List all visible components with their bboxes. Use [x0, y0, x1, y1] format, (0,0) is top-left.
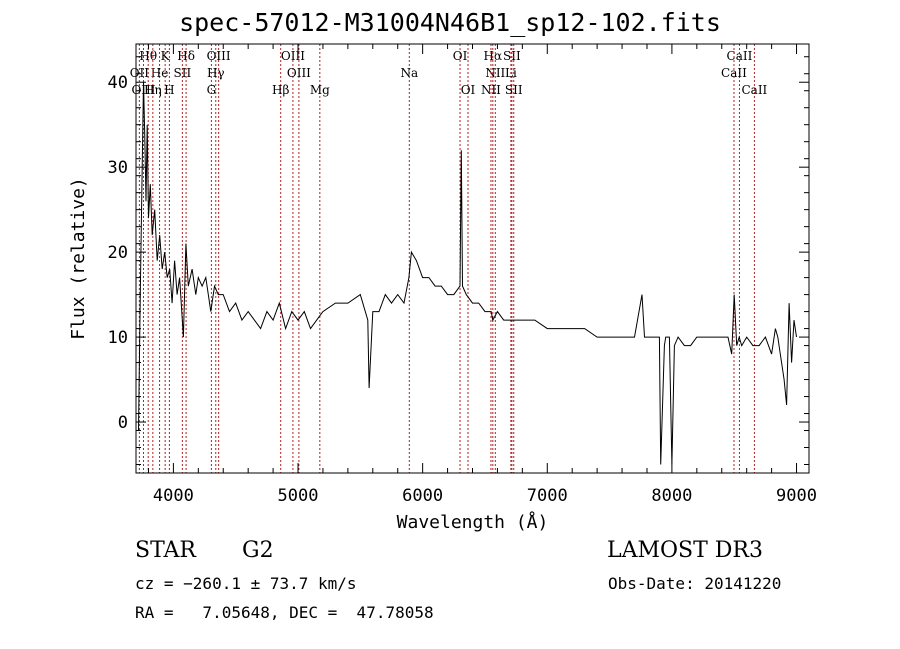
x-tick-label: 8000 [651, 486, 692, 506]
line-label: OI [461, 83, 476, 97]
line-label: Li [505, 66, 517, 80]
survey-label: LAMOST DR3 [607, 538, 763, 563]
line-label: Hγ [207, 66, 225, 80]
line-label: OII [130, 66, 150, 80]
plot-frame [135, 43, 810, 474]
line-label: SII [505, 83, 523, 97]
y-tick-label: 40 [108, 73, 128, 93]
y-tick-label: 30 [108, 158, 128, 178]
line-label: CaII [727, 49, 753, 63]
line-label: Hα [484, 49, 503, 63]
line-label: OIII [281, 49, 305, 63]
spectrum-line [138, 82, 797, 465]
line-label: CaII [741, 83, 767, 97]
line-label: G [207, 83, 217, 97]
line-label: He [151, 66, 169, 80]
line-label: CaII [721, 66, 747, 80]
y-tick-label: 20 [108, 243, 128, 263]
chart-title: spec-57012-M31004N46B1_sp12-102.fits [179, 8, 721, 37]
y-tick-label: 0 [118, 413, 128, 433]
x-axis-label: Wavelength (Å) [397, 511, 549, 533]
line-label: Na [400, 66, 418, 80]
x-tick-label: 5000 [278, 486, 319, 506]
line-label: OI [453, 49, 468, 63]
line-label: NII [481, 83, 501, 97]
radec-text: RA = 7.05648, DEC = 47.78058 [135, 603, 434, 622]
line-label: Hβ [272, 83, 289, 97]
object-subclass: G2 [242, 538, 274, 563]
object-class: STAR [135, 538, 196, 563]
line-label: OIII [287, 66, 311, 80]
x-tick-label: 4000 [153, 486, 194, 506]
x-tick-label: 7000 [527, 486, 568, 506]
y-axis-label: Flux (relative) [68, 177, 89, 340]
line-label: NII [485, 66, 505, 80]
line-label: Mg [310, 83, 330, 97]
obs-date-text: Obs-Date: 20141220 [608, 574, 782, 593]
line-label: SII [174, 66, 192, 80]
x-tick-label: 6000 [402, 486, 443, 506]
y-tick-label: 10 [108, 328, 128, 348]
redshift-text: cz = −260.1 ± 73.7 km/s [135, 574, 357, 593]
line-label: K [161, 49, 171, 63]
line-label: OIII [207, 49, 231, 63]
x-tick-label: 9000 [776, 486, 817, 506]
line-label: Hδ [177, 49, 195, 63]
line-label: Hη [144, 83, 162, 97]
line-label: H [164, 83, 174, 97]
line-label: SII [503, 49, 521, 63]
line-label: Hθ [139, 49, 157, 63]
